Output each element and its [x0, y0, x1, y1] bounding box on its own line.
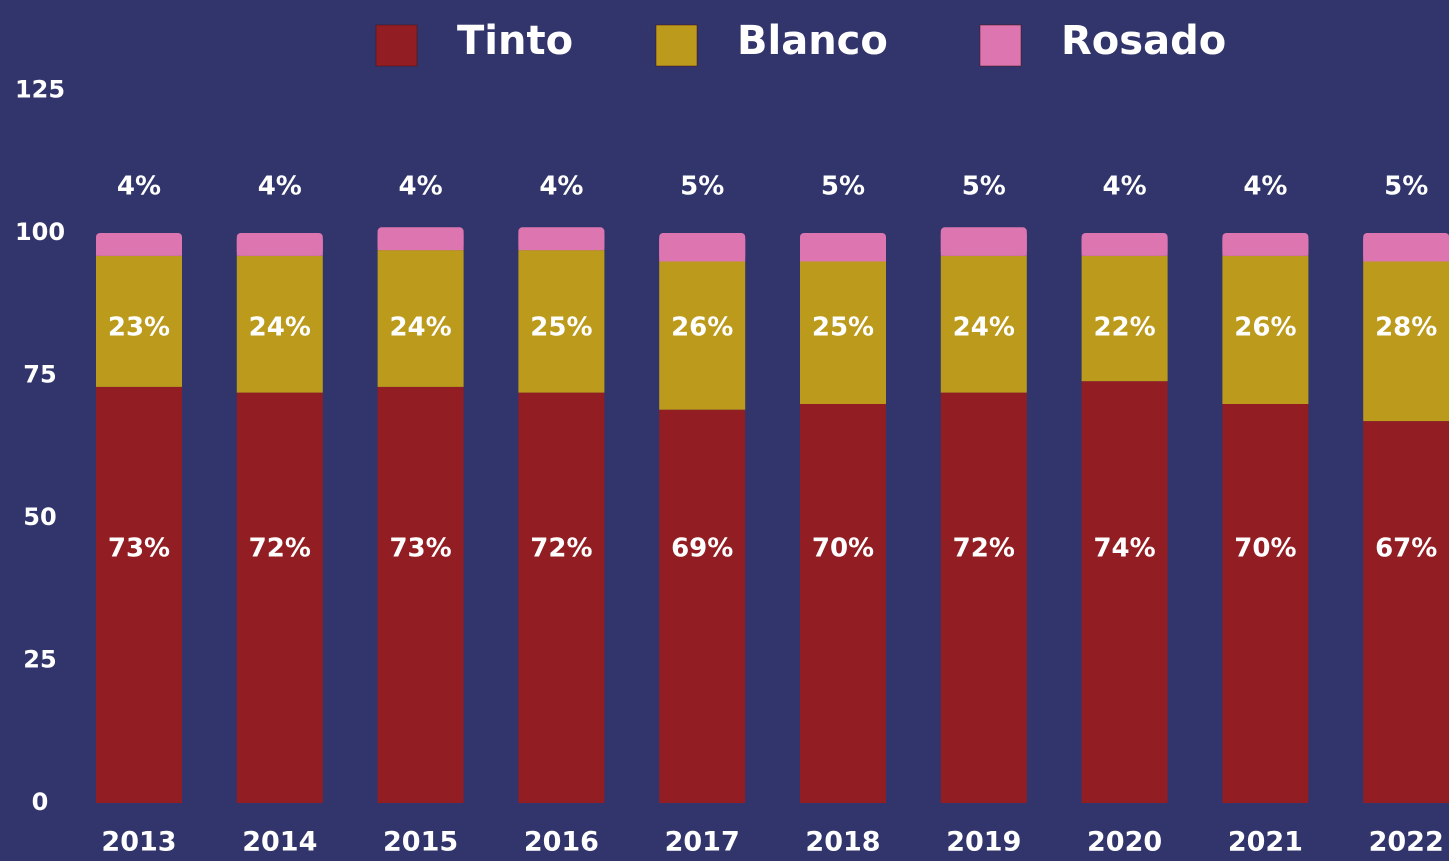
value-label: 5%: [821, 172, 865, 202]
y-tick-label: 25: [23, 646, 56, 674]
value-label: 5%: [680, 172, 724, 202]
value-label: 26%: [671, 313, 733, 343]
value-label: 73%: [108, 534, 170, 564]
x-tick-label: 2016: [524, 827, 599, 858]
bar-segment: [659, 409, 746, 803]
bar-segment: [377, 250, 464, 387]
value-label: 23%: [108, 313, 170, 343]
x-tick-label: 2017: [665, 827, 740, 858]
bar-segment: [377, 386, 464, 803]
legend-swatch: [655, 24, 698, 67]
bar-segment: [1081, 255, 1168, 382]
bar-segment-fill: [800, 239, 886, 262]
value-label: 72%: [530, 534, 592, 564]
bar-segment: [1222, 404, 1309, 803]
x-tick-label: 2022: [1369, 827, 1444, 858]
bar-segment-fill: [518, 233, 605, 251]
bar-segment: [96, 386, 182, 803]
bar-segment-fill: [940, 233, 1027, 256]
bar-segment-fill: [1363, 239, 1449, 262]
bar-segment: [236, 255, 323, 393]
x-tick-label: 2015: [383, 827, 458, 858]
value-label: 4%: [539, 172, 583, 202]
bar-segment: [1363, 421, 1449, 803]
bar-segment: [800, 261, 886, 404]
bar-segment: [940, 392, 1027, 803]
x-tick-label: 2019: [946, 827, 1021, 858]
legend-label: Blanco: [737, 18, 888, 64]
legend-swatch: [375, 24, 418, 67]
bar-segment-fill: [377, 233, 464, 251]
value-label: 24%: [249, 313, 311, 343]
y-tick-label: 125: [15, 76, 65, 104]
y-tick-label: 50: [23, 503, 56, 531]
bar-segment: [96, 255, 182, 387]
bar-segment-fill: [659, 239, 746, 262]
legend-label: Rosado: [1061, 18, 1226, 64]
x-tick-label: 2013: [101, 827, 176, 858]
value-label: 24%: [953, 313, 1015, 343]
y-tick-label: 0: [32, 788, 49, 816]
bar-segment: [940, 255, 1027, 393]
bar-segment-fill: [1222, 239, 1309, 256]
value-label: 5%: [1384, 172, 1428, 202]
value-label: 72%: [249, 534, 311, 564]
bar-segment: [518, 392, 605, 803]
bar-segment: [518, 250, 605, 393]
bar-segment: [1081, 381, 1168, 803]
bar-segment-fill: [1081, 239, 1168, 256]
x-tick-label: 2014: [242, 827, 317, 858]
value-label: 5%: [962, 172, 1006, 202]
value-label: 25%: [530, 313, 592, 343]
y-tick-label: 75: [23, 361, 56, 389]
value-label: 4%: [117, 172, 161, 202]
x-tick-label: 2018: [805, 827, 880, 858]
value-label: 4%: [1243, 172, 1287, 202]
value-label: 73%: [389, 534, 451, 564]
bar-segment: [236, 392, 323, 803]
value-label: 67%: [1375, 534, 1437, 564]
value-label: 70%: [1234, 534, 1296, 564]
legend-swatch: [979, 24, 1022, 67]
value-label: 4%: [1103, 172, 1147, 202]
value-label: 4%: [258, 172, 302, 202]
value-label: 22%: [1093, 313, 1155, 343]
bar-segment-fill: [236, 239, 323, 256]
bar-segment: [659, 261, 746, 410]
y-tick-label: 100: [15, 218, 65, 246]
legend-label: Tinto: [457, 18, 573, 64]
x-tick-label: 2021: [1228, 827, 1303, 858]
value-label: 26%: [1234, 313, 1296, 343]
value-label: 24%: [389, 313, 451, 343]
value-label: 69%: [671, 534, 733, 564]
bar-segment-fill: [96, 239, 182, 256]
value-label: 74%: [1093, 534, 1155, 564]
bar-segment: [1222, 255, 1309, 404]
x-tick-label: 2020: [1087, 827, 1162, 858]
value-label: 25%: [812, 313, 874, 343]
value-label: 70%: [812, 534, 874, 564]
value-label: 4%: [399, 172, 443, 202]
value-label: 72%: [953, 534, 1015, 564]
bar-segment: [1363, 261, 1449, 422]
value-label: 28%: [1375, 313, 1437, 343]
bar-segment: [800, 404, 886, 803]
